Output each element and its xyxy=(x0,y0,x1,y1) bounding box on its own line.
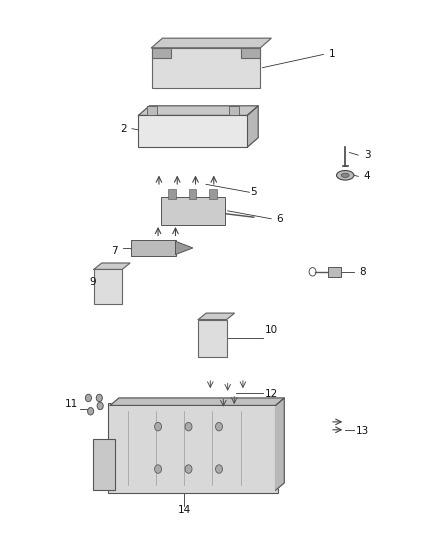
Circle shape xyxy=(185,465,192,473)
Text: 11: 11 xyxy=(64,399,78,409)
Bar xyxy=(328,266,341,277)
Text: 4: 4 xyxy=(364,172,370,181)
Circle shape xyxy=(85,394,92,402)
FancyBboxPatch shape xyxy=(108,403,278,493)
Circle shape xyxy=(215,422,223,431)
Polygon shape xyxy=(94,263,130,269)
Text: 5: 5 xyxy=(251,187,257,197)
Text: 7: 7 xyxy=(111,246,118,256)
Text: 6: 6 xyxy=(277,214,283,224)
Bar xyxy=(138,115,247,147)
Bar xyxy=(241,48,260,58)
Bar xyxy=(229,106,239,115)
Text: 13: 13 xyxy=(356,426,369,436)
Circle shape xyxy=(185,422,192,431)
Circle shape xyxy=(88,408,94,415)
Polygon shape xyxy=(152,38,271,48)
Polygon shape xyxy=(276,398,284,490)
Bar xyxy=(209,189,217,199)
Text: 10: 10 xyxy=(265,325,278,335)
Bar xyxy=(147,106,157,115)
FancyBboxPatch shape xyxy=(131,240,177,256)
Ellipse shape xyxy=(336,171,354,180)
Bar xyxy=(93,439,115,490)
Polygon shape xyxy=(247,106,258,147)
Polygon shape xyxy=(198,313,234,319)
Text: 14: 14 xyxy=(177,505,191,515)
Bar xyxy=(198,319,226,357)
Circle shape xyxy=(215,465,223,473)
Circle shape xyxy=(155,465,162,473)
Text: 9: 9 xyxy=(89,277,96,287)
Polygon shape xyxy=(110,398,284,406)
Bar xyxy=(152,48,260,87)
Polygon shape xyxy=(138,106,258,115)
Circle shape xyxy=(97,402,103,410)
Text: 12: 12 xyxy=(265,389,278,399)
Text: 2: 2 xyxy=(120,124,127,134)
Bar xyxy=(94,269,122,304)
Bar xyxy=(168,189,176,199)
Circle shape xyxy=(155,422,162,431)
Polygon shape xyxy=(176,241,193,255)
Circle shape xyxy=(96,394,102,402)
Ellipse shape xyxy=(341,173,349,177)
FancyBboxPatch shape xyxy=(161,197,225,225)
Text: 3: 3 xyxy=(364,150,370,160)
Bar xyxy=(188,189,196,199)
Text: 8: 8 xyxy=(359,267,366,277)
Bar xyxy=(152,48,171,58)
Text: 1: 1 xyxy=(329,50,336,59)
